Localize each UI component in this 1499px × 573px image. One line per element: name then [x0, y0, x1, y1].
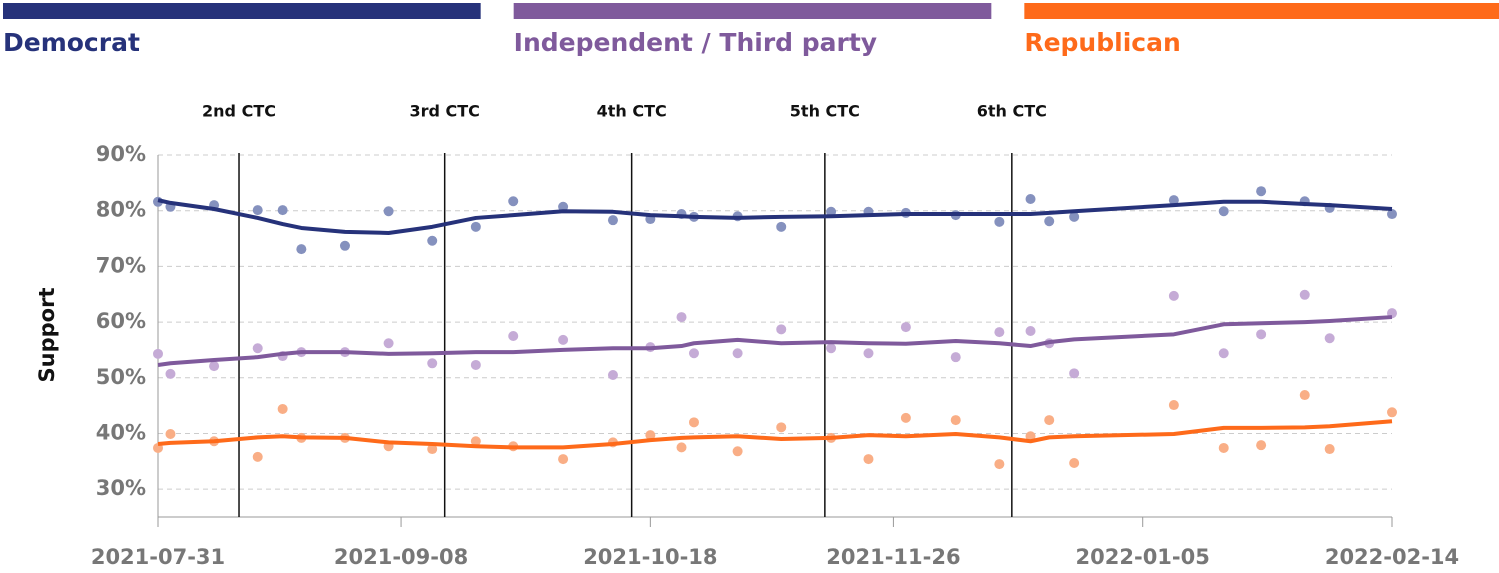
data-point [1025, 193, 1036, 204]
data-point [1324, 333, 1335, 344]
data-point [383, 338, 394, 349]
data-point [383, 206, 394, 217]
data-point [1299, 390, 1310, 401]
x-tick-label: 2021-10-18 [583, 545, 717, 569]
data-point [645, 430, 656, 441]
event-label: 5th CTC [790, 102, 860, 121]
data-point [1168, 290, 1179, 301]
data-point [1069, 457, 1080, 468]
legend-label: Democrat [3, 28, 140, 57]
data-point [427, 444, 438, 455]
data-point [776, 221, 787, 232]
data-point [1256, 329, 1267, 340]
data-point [1387, 407, 1397, 418]
data-point [252, 205, 263, 216]
data-point [900, 412, 911, 423]
data-point [252, 343, 263, 354]
y-tick-label: 40% [96, 420, 146, 444]
data-point [776, 324, 787, 335]
data-point [688, 348, 699, 359]
legend-label: Independent / Third party [514, 28, 877, 57]
data-point [607, 215, 618, 226]
x-tick-label: 2021-09-08 [334, 545, 468, 569]
data-point [277, 205, 288, 216]
data-point [950, 415, 961, 426]
data-point [252, 451, 263, 462]
data-point [165, 429, 176, 440]
legend-swatch [1024, 3, 1499, 19]
data-point [1256, 186, 1267, 197]
data-point [688, 417, 699, 428]
x-tick-label: 2022-02-14 [1325, 545, 1459, 569]
data-point [558, 454, 569, 465]
data-point [607, 369, 618, 380]
data-point [900, 322, 911, 333]
data-point [470, 436, 481, 447]
legend-label: Republican [1024, 28, 1180, 57]
event-label: 2nd CTC [202, 102, 276, 121]
data-point [1218, 206, 1229, 217]
data-point [427, 235, 438, 246]
data-point [1299, 289, 1310, 300]
data-point [153, 348, 163, 359]
data-point [558, 334, 569, 345]
data-point [1218, 348, 1229, 359]
trend-line [157, 419, 1393, 450]
data-point [1256, 440, 1267, 451]
data-point [339, 240, 350, 251]
legend-swatch [513, 3, 992, 19]
y-tick-label: 70% [96, 253, 146, 277]
legend-swatch [3, 3, 481, 19]
x-tick-label: 2021-11-26 [826, 545, 960, 569]
y-tick-label: 30% [96, 476, 146, 500]
data-point [994, 216, 1005, 227]
data-point [676, 312, 687, 323]
y-tick-label: 80% [96, 198, 146, 222]
event-label: 3rd CTC [409, 102, 479, 121]
data-point [1168, 195, 1179, 206]
data-point [994, 327, 1005, 338]
trend-line [157, 315, 1393, 367]
y-tick-label: 50% [96, 365, 146, 389]
data-point [296, 244, 307, 255]
data-point [277, 403, 288, 414]
data-point [1044, 415, 1055, 426]
data-point [863, 348, 874, 359]
data-point [776, 422, 787, 433]
y-axis-label: Support [35, 288, 59, 383]
data-point [1168, 400, 1179, 411]
x-tick-label: 2021-07-31 [91, 545, 225, 569]
data-point [950, 352, 961, 363]
data-point [826, 343, 837, 354]
data-point [863, 454, 874, 465]
data-point [209, 361, 220, 372]
event-label: 4th CTC [597, 102, 667, 121]
data-point [427, 358, 438, 369]
data-point [470, 221, 481, 232]
data-point [1387, 209, 1397, 220]
y-tick-label: 60% [96, 309, 146, 333]
trend-line [157, 198, 1393, 235]
data-point [508, 196, 519, 207]
data-point [1069, 368, 1080, 379]
data-point [676, 442, 687, 453]
data-point [1324, 444, 1335, 455]
data-point [1044, 216, 1055, 227]
data-point [732, 348, 743, 359]
data-point [732, 446, 743, 457]
data-point [508, 331, 519, 341]
data-point [1218, 442, 1229, 453]
data-point [1069, 211, 1080, 222]
event-label: 6th CTC [977, 102, 1047, 121]
data-point [470, 359, 481, 370]
data-point [165, 368, 176, 379]
data-point [994, 459, 1005, 470]
y-tick-label: 90% [96, 142, 146, 166]
data-point [1025, 325, 1036, 336]
x-tick-label: 2022-01-05 [1076, 545, 1210, 569]
